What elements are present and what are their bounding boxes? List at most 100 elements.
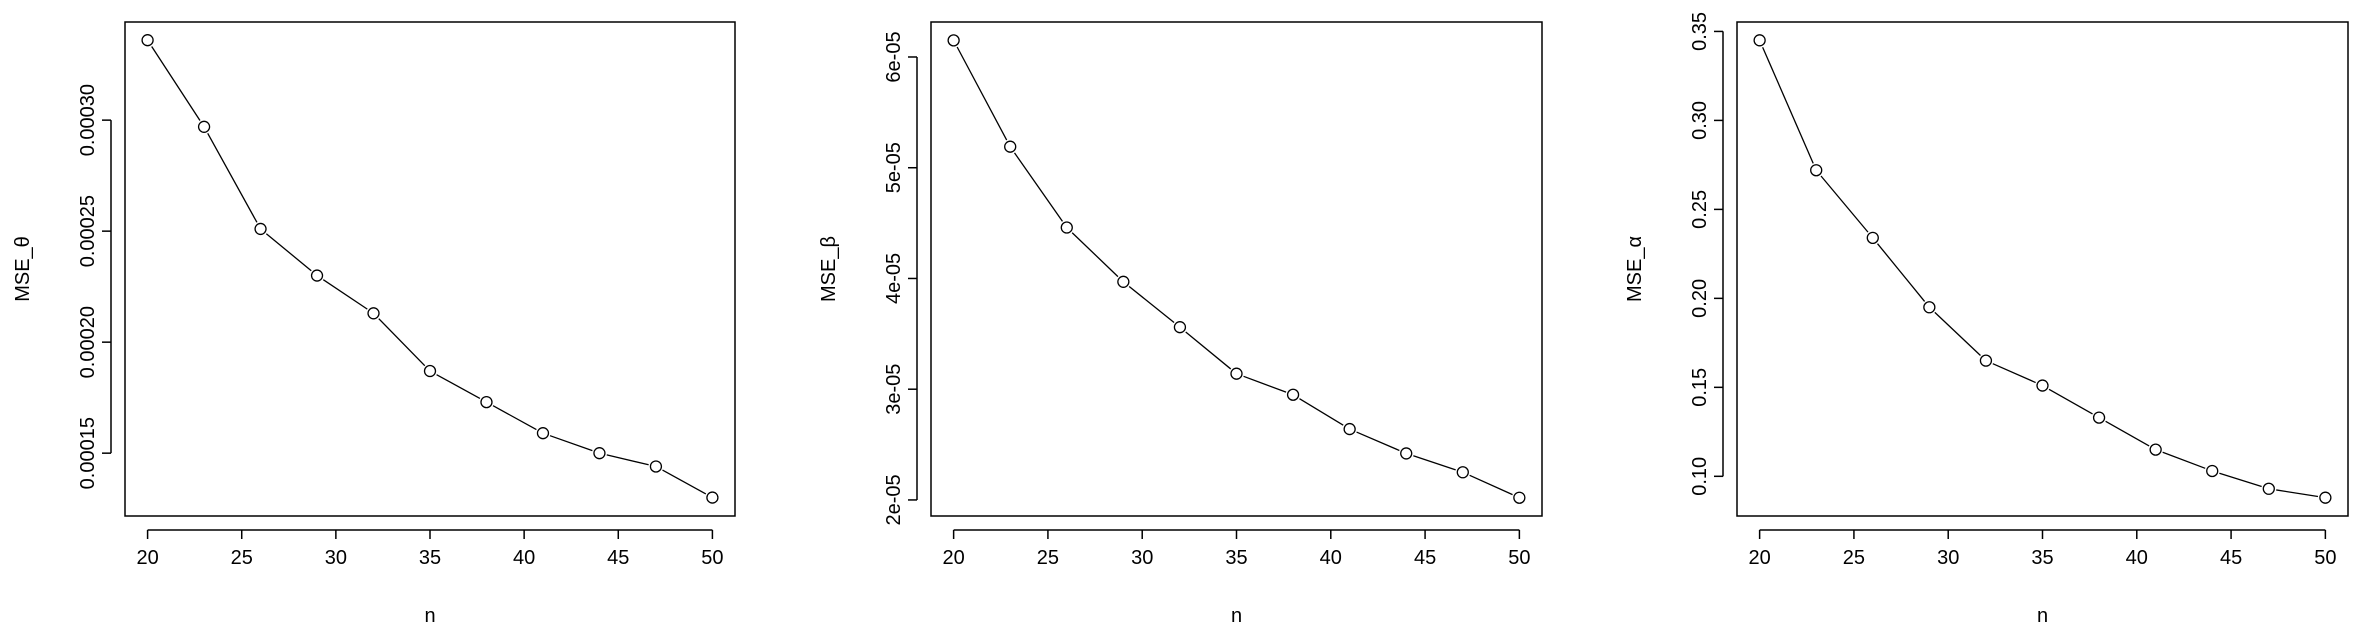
y-tick-label: 3e-05 xyxy=(883,364,905,415)
x-tick-label: 20 xyxy=(943,547,965,569)
data-point xyxy=(1343,422,1356,436)
y-tick-label: 0.30 xyxy=(1689,101,1711,140)
x-tick-label: 25 xyxy=(1843,547,1865,569)
data-point xyxy=(480,395,493,409)
x-tick-label: 45 xyxy=(607,547,629,569)
data-point xyxy=(1866,231,1879,245)
data-point xyxy=(1286,388,1300,401)
x-tick-label: 40 xyxy=(2126,547,2148,569)
x-tick-label: 35 xyxy=(1225,547,1247,569)
y-tick-label: 0.00015 xyxy=(77,417,99,489)
line-segment xyxy=(1356,431,1400,452)
line-segment xyxy=(1469,474,1513,496)
y-tick-label: 6e-05 xyxy=(883,31,905,82)
y-tick-label: 5e-05 xyxy=(883,142,905,193)
y-tick-label: 0.00030 xyxy=(77,84,99,156)
x-axis: 20 25 30 35 40 45 50 xyxy=(943,529,1530,569)
plot-frame xyxy=(930,21,1543,517)
line-segment xyxy=(606,454,649,466)
y-tick-label: 0.35 xyxy=(1689,12,1711,51)
x-tick-label: 50 xyxy=(2314,547,2336,569)
data-point xyxy=(2036,379,2049,392)
x-tick-label: 25 xyxy=(231,547,253,569)
data-point xyxy=(1513,491,1526,504)
line-segment xyxy=(378,318,426,367)
data-point xyxy=(141,34,154,47)
y-tick-label: 0.25 xyxy=(1689,190,1711,229)
chart-panel-beta: 20 25 30 35 40 45 50 2e-05 3e-05 4e-05 5e-05 6e-05 n… xyxy=(818,21,1543,627)
data-point xyxy=(423,364,437,378)
y-tick-label: 2e-05 xyxy=(883,474,905,525)
line-segment xyxy=(2219,472,2262,488)
data-point xyxy=(1230,367,1243,380)
data-point xyxy=(1173,321,1187,334)
x-axis: 20 25 30 35 40 45 50 xyxy=(136,529,724,569)
chart-panel-theta: 20 25 30 35 40 45 500.000150.000200.000250.000… xyxy=(12,21,736,627)
x-tick-label: 35 xyxy=(2031,547,2053,569)
y-tick-label: 4e-05 xyxy=(883,253,905,304)
data-point xyxy=(254,222,267,236)
line-segment xyxy=(207,133,258,223)
y-tick-label: 0.10 xyxy=(1689,457,1711,496)
x-tick-label: 50 xyxy=(1508,547,1530,569)
data-point xyxy=(2149,443,2162,456)
data-point xyxy=(2262,482,2275,495)
x-axis-title: n xyxy=(424,605,435,627)
line-segment xyxy=(2105,420,2150,447)
x-tick-label: 30 xyxy=(1131,547,1153,569)
data-point xyxy=(2206,464,2219,478)
data-point xyxy=(1753,34,1766,47)
series xyxy=(1753,34,2332,504)
data-point xyxy=(1923,301,1936,314)
data-point xyxy=(1400,447,1413,460)
y-axis-title: MSE_β xyxy=(818,236,840,302)
line-segment xyxy=(1934,311,1981,356)
x-tick-label: 40 xyxy=(1320,547,1342,569)
data-point xyxy=(2092,411,2106,424)
data-point xyxy=(310,269,324,282)
data-point xyxy=(947,34,960,47)
line-segment xyxy=(322,279,368,310)
data-point xyxy=(1456,466,1469,479)
data-point xyxy=(2319,491,2332,504)
y-axis-title: MSE_α xyxy=(1624,236,1646,302)
line-segment xyxy=(1820,175,1869,233)
y-axis: 0.00015 0.00020 0.00025 0.00030 xyxy=(77,84,112,489)
line-segment xyxy=(151,46,201,121)
x-tick-label: 35 xyxy=(419,547,441,569)
y-axis: 2e-05 3e-05 4e-05 5e-05 6e-05 xyxy=(883,31,918,526)
x-tick-label: 20 xyxy=(1749,547,1771,569)
x-tick-label: 40 xyxy=(513,547,535,569)
line-segment xyxy=(1762,46,1814,164)
data-point xyxy=(649,460,663,473)
line-segment xyxy=(1413,455,1456,471)
line-segment xyxy=(662,469,707,495)
data-point xyxy=(1810,164,1823,177)
y-tick-label: 0.00025 xyxy=(77,195,99,267)
line-segment xyxy=(1992,363,2036,384)
line-segment xyxy=(956,46,1008,141)
data-point xyxy=(1979,354,1993,367)
data-point xyxy=(197,120,211,133)
data-point xyxy=(1060,221,1073,234)
line-segment xyxy=(549,435,593,452)
line-segment xyxy=(1013,152,1064,222)
data-point xyxy=(706,491,719,504)
plot-frame xyxy=(1736,21,2349,517)
data-point xyxy=(367,307,380,320)
x-tick-label: 45 xyxy=(2220,547,2242,569)
line-segment xyxy=(1128,285,1175,324)
x-axis-title: n xyxy=(1231,605,1242,627)
line-segment xyxy=(1071,232,1119,278)
line-segment xyxy=(2276,489,2319,498)
line-segment xyxy=(436,374,481,400)
y-tick-label: 0.15 xyxy=(1689,368,1711,407)
y-tick-label: 0.00020 xyxy=(77,306,99,378)
line-segment xyxy=(1243,375,1287,393)
line-segment xyxy=(1185,331,1232,370)
line-segment xyxy=(1299,398,1344,426)
series xyxy=(141,34,719,504)
line-segment xyxy=(492,405,537,431)
series xyxy=(947,34,1526,504)
